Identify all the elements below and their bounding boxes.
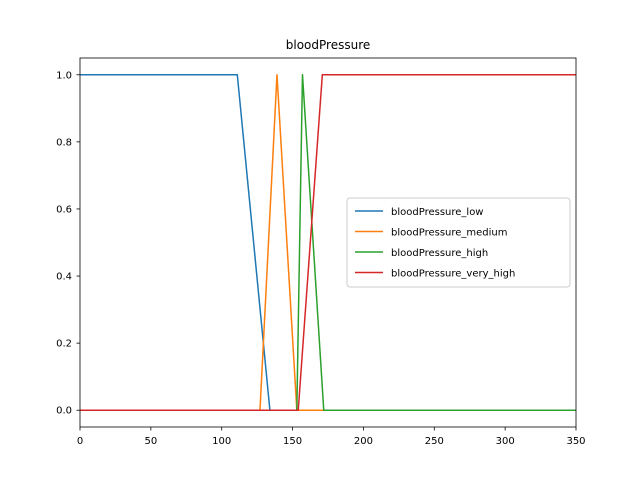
x-tick-label: 200 xyxy=(354,436,373,447)
axes: 0 50 100 150 200 250 300 350 0.0 0.2 0.4 0.6 0.8 1.0 xyxy=(56,57,586,447)
legend-label-bloodPressure_low: bloodPressure_low xyxy=(391,207,484,218)
legend-box xyxy=(346,197,571,288)
x-tick-label: 50 xyxy=(144,436,157,447)
axes-frame xyxy=(79,57,577,428)
x-tick-label: 350 xyxy=(566,436,585,447)
x-tick-label: 300 xyxy=(496,436,515,447)
y-tick-label: 0.0 xyxy=(56,406,72,417)
legend-label-bloodPressure_very_high: bloodPressure_very_high xyxy=(391,269,515,280)
x-tick-label: 100 xyxy=(212,436,231,447)
y-tick-label: 0.2 xyxy=(56,339,72,350)
legend-label-bloodPressure_medium: bloodPressure_medium xyxy=(391,228,508,239)
y-tick-label: 1.0 xyxy=(56,70,72,81)
legend: bloodPressure_low bloodPressure_mediumblo… xyxy=(346,197,571,288)
chart-title: bloodPressure xyxy=(286,38,371,52)
x-tick-label: 250 xyxy=(425,436,444,447)
x-tick-label: 0 xyxy=(77,436,83,447)
legend-label-bloodPressure_high: bloodPressure_high xyxy=(391,248,488,259)
series-group xyxy=(80,74,576,411)
plot-area xyxy=(80,74,576,411)
y-tick-label: 0.6 xyxy=(56,204,72,215)
series-line-bloodPressure_very_high xyxy=(80,74,576,411)
y-tick-label: 0.8 xyxy=(56,137,72,148)
x-tick-label: 150 xyxy=(283,436,302,447)
y-tick-label: 0.4 xyxy=(56,272,72,283)
